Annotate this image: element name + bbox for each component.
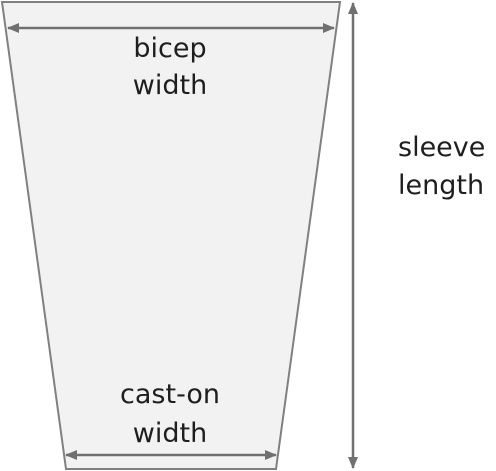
sleeve-length-label-line2: length [398,170,484,201]
cast-on-width-label-line1: cast-on [120,379,220,410]
bicep-width-label-line1: bicep [133,33,206,64]
cast-on-width-label-line2: width [133,418,207,449]
bicep-width-label-line2: width [133,70,207,101]
sleeve-shape [0,0,342,470]
sleeve-length-label-line1: sleeve [398,132,485,163]
